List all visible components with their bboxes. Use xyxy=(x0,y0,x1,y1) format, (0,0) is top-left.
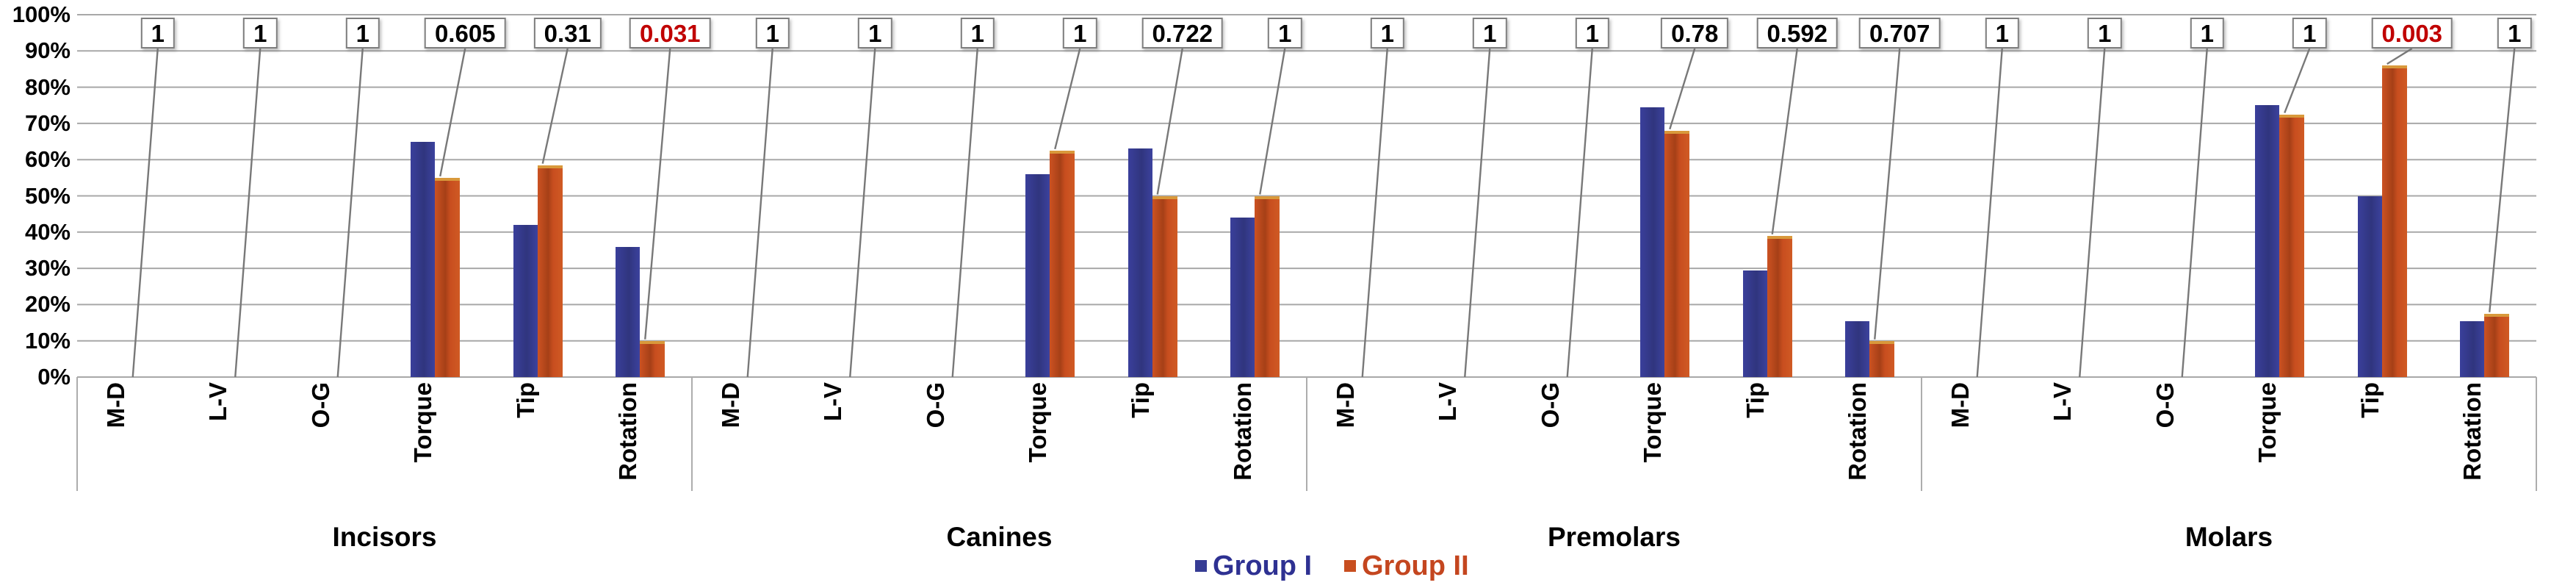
y-axis-tick-40%: 40% xyxy=(24,218,71,245)
y-axis-tick-100%: 100% xyxy=(12,1,71,27)
category-label-canines-m-d: M-D xyxy=(716,382,744,429)
bar-incisors-torque-group-i xyxy=(411,141,436,377)
y-axis-tick-80%: 80% xyxy=(24,74,71,100)
p-value-box-canines-m-d: 1 xyxy=(755,18,790,49)
category-label-incisors-l-v: L-V xyxy=(204,382,232,422)
bar-molars-torque-group-ii xyxy=(2279,114,2305,377)
bar-molars-tip-group-i xyxy=(2357,196,2382,377)
bar-incisors-torque-group-ii xyxy=(435,177,461,377)
category-label-molars-torque: Torque xyxy=(2254,382,2281,463)
category-label-molars-o-g: O-G xyxy=(2151,382,2179,429)
p-value-box-incisors-o-g: 1 xyxy=(345,18,380,49)
group-label-canines: Canines xyxy=(946,522,1053,552)
legend-label-group-i: Group I xyxy=(1213,551,1313,581)
category-label-premolars-o-g: O-G xyxy=(1536,382,1564,429)
bar-premolars-rotation-group-i xyxy=(1845,320,1870,377)
category-label-molars-l-v: L-V xyxy=(2049,382,2077,422)
legend-marker-group-ii xyxy=(1344,560,1356,572)
bar-premolars-tip-group-i xyxy=(1742,270,1767,377)
bar-canines-torque-group-i xyxy=(1025,173,1050,377)
bar-incisors-tip-group-i xyxy=(513,224,538,377)
legend-label-group-ii: Group II xyxy=(1362,551,1469,581)
category-label-premolars-rotation: Rotation xyxy=(1844,382,1872,481)
p-value-box-molars-m-d: 1 xyxy=(1985,18,2019,49)
category-label-canines-l-v: L-V xyxy=(819,382,847,422)
bar-molars-torque-group-i xyxy=(2255,105,2280,377)
category-label-premolars-m-d: M-D xyxy=(1331,382,1359,429)
bar-canines-tip-group-i xyxy=(1128,148,1152,377)
category-label-canines-torque: Torque xyxy=(1024,382,1052,463)
y-axis-tick-90%: 90% xyxy=(24,37,71,64)
bar-incisors-tip-group-ii xyxy=(537,165,563,377)
category-label-incisors-tip: Tip xyxy=(511,382,539,418)
bar-premolars-rotation-group-ii xyxy=(1869,340,1895,377)
p-value-box-incisors-m-d: 1 xyxy=(140,18,175,49)
legend-item-group-ii: Group II xyxy=(1344,551,1469,581)
category-label-molars-tip: Tip xyxy=(2356,382,2384,418)
bar-molars-rotation-group-ii xyxy=(2484,313,2510,377)
p-value-box-canines-tip: 0.722 xyxy=(1141,18,1224,49)
category-label-incisors-rotation: Rotation xyxy=(614,382,642,481)
y-axis-tick-30%: 30% xyxy=(24,255,71,282)
group-label-molars: Molars xyxy=(2184,522,2273,552)
p-value-box-incisors-torque: 0.605 xyxy=(424,18,506,49)
y-axis-tick-0%: 0% xyxy=(37,364,71,390)
p-value-box-incisors-rotation: 0.031 xyxy=(629,18,711,49)
bar-premolars-torque-group-ii xyxy=(1664,130,1690,377)
category-label-premolars-torque: Torque xyxy=(1639,382,1667,463)
bar-premolars-tip-group-ii xyxy=(1767,235,1792,377)
category-label-premolars-tip: Tip xyxy=(1741,382,1769,418)
category-label-incisors-o-g: O-G xyxy=(306,382,334,429)
p-value-box-canines-o-g: 1 xyxy=(960,18,995,49)
legend-marker-group-i xyxy=(1195,560,1207,572)
p-value-box-molars-tip: 0.003 xyxy=(2371,18,2453,49)
p-value-box-molars-o-g: 1 xyxy=(2190,18,2224,49)
p-value-box-canines-rotation: 1 xyxy=(1268,18,1302,49)
bar-canines-rotation-group-ii xyxy=(1255,196,1280,377)
p-value-box-premolars-o-g: 1 xyxy=(1575,18,1609,49)
bar-molars-tip-group-ii xyxy=(2381,65,2407,377)
category-label-canines-o-g: O-G xyxy=(921,382,949,429)
p-value-box-premolars-tip: 0.592 xyxy=(1756,18,1839,49)
y-axis-tick-50%: 50% xyxy=(24,182,71,209)
category-label-incisors-m-d: M-D xyxy=(101,382,129,429)
group-label-incisors: Incisors xyxy=(332,522,437,552)
y-axis-tick-10%: 10% xyxy=(24,327,71,354)
bar-premolars-torque-group-i xyxy=(1640,107,1665,377)
p-value-box-premolars-l-v: 1 xyxy=(1473,18,1507,49)
y-axis-tick-20%: 20% xyxy=(24,291,71,318)
category-label-canines-rotation: Rotation xyxy=(1229,382,1257,481)
p-value-box-premolars-torque: 0.78 xyxy=(1661,18,1729,49)
category-label-premolars-l-v: L-V xyxy=(1434,382,1462,422)
bar-canines-torque-group-ii xyxy=(1050,150,1075,377)
p-value-box-canines-l-v: 1 xyxy=(858,18,892,49)
bar-incisors-rotation-group-ii xyxy=(640,340,665,377)
bar-molars-rotation-group-i xyxy=(2460,320,2485,377)
y-axis-tick-60%: 60% xyxy=(24,146,71,173)
p-value-box-molars-rotation: 1 xyxy=(2497,18,2532,49)
p-value-box-premolars-rotation: 0.707 xyxy=(1858,18,1941,49)
category-label-molars-rotation: Rotation xyxy=(2458,382,2486,481)
p-value-box-canines-torque: 1 xyxy=(1063,18,1097,49)
category-label-incisors-torque: Torque xyxy=(409,382,437,463)
p-value-box-incisors-tip: 0.31 xyxy=(533,18,602,49)
bar-canines-tip-group-ii xyxy=(1152,196,1177,377)
p-value-box-molars-l-v: 1 xyxy=(2088,18,2122,49)
legend-item-group-i: Group I xyxy=(1195,551,1312,581)
p-value-box-incisors-l-v: 1 xyxy=(243,18,278,49)
p-value-box-premolars-m-d: 1 xyxy=(1370,18,1404,49)
bar-canines-rotation-group-i xyxy=(1230,218,1255,377)
p-value-box-molars-torque: 1 xyxy=(2292,18,2327,49)
category-label-molars-m-d: M-D xyxy=(1946,382,1974,429)
y-axis-tick-70%: 70% xyxy=(24,110,71,136)
category-label-canines-tip: Tip xyxy=(1126,382,1154,418)
group-label-premolars: Premolars xyxy=(1548,522,1681,552)
